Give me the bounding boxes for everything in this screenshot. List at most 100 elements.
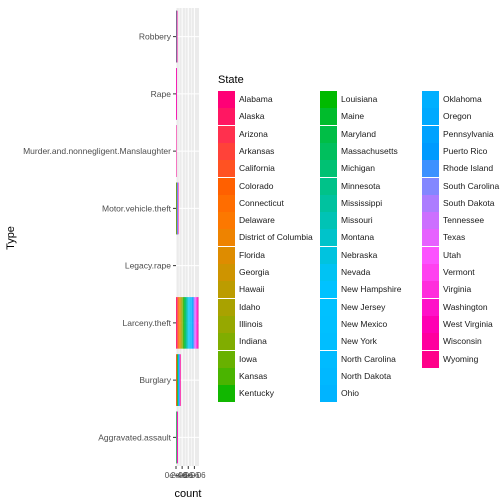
legend-key (422, 178, 439, 195)
legend-item: South Dakota (422, 195, 504, 212)
legend-label: North Dakota (341, 371, 391, 381)
legend-key (422, 351, 439, 368)
legend-label: Ohio (341, 388, 359, 398)
bar-segment (178, 297, 179, 349)
bar-segment (194, 297, 195, 349)
legend-item: Puerto Rico (422, 143, 504, 160)
legend-key (218, 229, 235, 246)
legend-key (320, 108, 337, 125)
legend-key (218, 299, 235, 316)
x-tick-label: 6e+06 (183, 471, 206, 480)
legend-label: Maryland (341, 129, 376, 139)
legend-label: North Carolina (341, 354, 396, 364)
legend-label: Rhode Island (443, 163, 493, 173)
legend-label: Kentucky (239, 388, 274, 398)
legend-key (320, 178, 337, 195)
legend-item: District of Columbia (218, 229, 318, 246)
legend-item: North Carolina (320, 351, 420, 368)
y-tick-label: Burglary (139, 375, 171, 385)
legend-key (320, 229, 337, 246)
bar-segment (177, 297, 178, 349)
legend-key (422, 229, 439, 246)
legend-key (320, 368, 337, 385)
legend-item: Ohio (320, 385, 420, 402)
legend-key (218, 91, 235, 108)
legend-key (218, 351, 235, 368)
legend-key (422, 264, 439, 281)
bar-segment (182, 297, 183, 349)
legend-item: South Carolina (422, 178, 504, 195)
legend-key (422, 108, 439, 125)
legend-item: Illinois (218, 316, 318, 333)
legend-label: South Carolina (443, 181, 499, 191)
legend-key (218, 126, 235, 143)
legend-item: New York (320, 333, 420, 350)
legend-item: Maryland (320, 126, 420, 143)
legend-key (218, 264, 235, 281)
legend-label: California (239, 163, 275, 173)
legend-label: Minnesota (341, 181, 380, 191)
legend-label: New Jersey (341, 302, 385, 312)
legend-label: Georgia (239, 267, 269, 277)
y-tick-label: Larceny.theft (122, 318, 171, 328)
legend-key (320, 91, 337, 108)
legend-key (320, 160, 337, 177)
legend-item: Iowa (218, 351, 318, 368)
bar-segment (186, 297, 187, 349)
legend-label: Tennessee (443, 215, 484, 225)
legend-item: North Dakota (320, 368, 420, 385)
legend-item: Nebraska (320, 247, 420, 264)
legend-key (320, 247, 337, 264)
legend-item: Mississippi (320, 195, 420, 212)
legend-key (218, 108, 235, 125)
legend-item: Idaho (218, 299, 318, 316)
y-tick-label: Robbery (139, 32, 172, 42)
legend-item: Texas (422, 229, 504, 246)
y-axis: Aggravated.assault Burglary Larceny.theft L… (23, 32, 176, 443)
legend-label: Colorado (239, 181, 274, 191)
legend-label: Nebraska (341, 250, 377, 260)
legend-key (320, 264, 337, 281)
legend-label: Massachusetts (341, 146, 398, 156)
legend-item: Massachusetts (320, 143, 420, 160)
legend-label: Montana (341, 232, 374, 242)
legend-key (218, 160, 235, 177)
legend-label: South Dakota (443, 198, 495, 208)
legend-item: Hawaii (218, 281, 318, 298)
bar-segment (189, 297, 190, 349)
legend-key (218, 195, 235, 212)
legend-label: Nevada (341, 267, 370, 277)
legend-label: Utah (443, 250, 461, 260)
legend-key (218, 385, 235, 402)
legend-label: Arkansas (239, 146, 274, 156)
legend-item: Utah (422, 247, 504, 264)
legend-label: Delaware (239, 215, 275, 225)
legend-item: Wyoming (422, 351, 504, 368)
bar-segment (179, 297, 180, 349)
legend-key (422, 316, 439, 333)
bar-segment (184, 297, 185, 349)
x-axis-title: count (175, 488, 202, 500)
legend-key (422, 281, 439, 298)
legend-label: Connecticut (239, 198, 284, 208)
legend-label: Washington (443, 302, 488, 312)
legend-label: New Mexico (341, 319, 387, 329)
legend-label: Hawaii (239, 284, 265, 294)
legend-label: Mississippi (341, 198, 382, 208)
legend-item: Tennessee (422, 212, 504, 229)
legend-key (422, 333, 439, 350)
legend-key (320, 299, 337, 316)
legend-label: Alabama (239, 94, 273, 104)
legend-label: New Hampshire (341, 284, 401, 294)
legend-key (422, 247, 439, 264)
legend-label: Vermont (443, 267, 475, 277)
legend-item: Minnesota (320, 178, 420, 195)
legend-label: Louisiana (341, 94, 377, 104)
legend-key (218, 143, 235, 160)
legend-item: Rhode Island (422, 160, 504, 177)
legend-key (218, 281, 235, 298)
bar-segment (196, 297, 197, 349)
legend-label: New York (341, 336, 377, 346)
legend-label: Maine (341, 111, 364, 121)
bar-segment (183, 297, 184, 349)
